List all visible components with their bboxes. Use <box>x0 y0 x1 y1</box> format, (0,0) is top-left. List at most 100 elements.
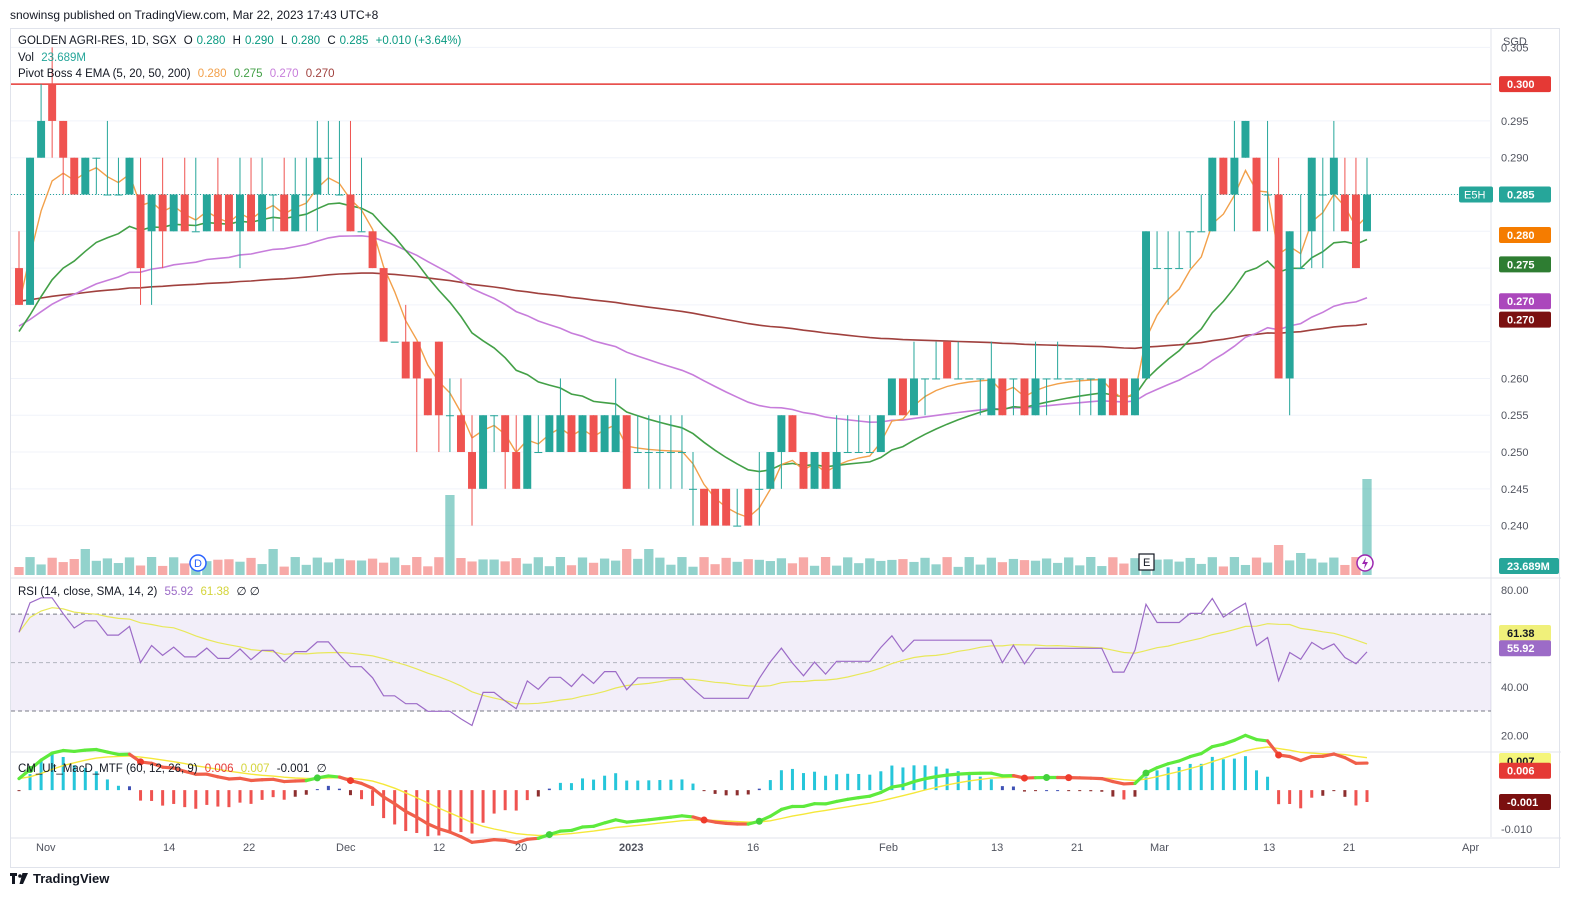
candle-body <box>611 415 620 453</box>
candle-body <box>1307 157 1316 232</box>
tradingview-logo-icon <box>10 872 28 884</box>
candle-body <box>313 157 322 195</box>
volume-bar <box>401 565 411 575</box>
candle-body <box>213 194 222 232</box>
macd-histogram-bar <box>194 790 198 809</box>
macd-histogram-bar <box>1056 790 1060 792</box>
volume-bar <box>378 562 389 575</box>
macd-label[interactable]: CM_Ult_MacD_MTF (60, 12, 26, 9) <box>18 763 198 775</box>
macd-histogram-bar <box>1144 777 1148 791</box>
macd-histogram-bar <box>724 790 728 796</box>
high-value: 0.290 <box>244 35 274 47</box>
macd-histogram-bar <box>337 788 341 791</box>
volume-bar <box>688 566 698 575</box>
macd-histogram-bar <box>28 774 32 791</box>
macd-histogram-bar <box>702 790 706 792</box>
macd-histogram-bar <box>1299 790 1303 809</box>
volume-bar <box>865 558 875 575</box>
candle-body <box>335 194 344 196</box>
macd-histogram-bar <box>1034 790 1038 792</box>
ema-label[interactable]: Pivot Boss 4 EMA (5, 20, 50, 200) <box>18 68 191 80</box>
macd-line-segment <box>249 778 264 783</box>
volume-bar <box>566 565 577 575</box>
candle-body <box>932 378 941 380</box>
ema5-price-label-box <box>1499 226 1551 243</box>
macd-histogram-bar <box>558 782 562 791</box>
macd-histogram-bar <box>1166 767 1170 791</box>
macd-histogram-bar <box>17 790 21 792</box>
macd-cross-dot <box>1020 774 1028 782</box>
candle-body <box>1219 157 1228 195</box>
macd-histogram-bar <box>525 790 529 801</box>
volume-bar <box>478 559 488 575</box>
macd-histogram-bar <box>569 783 573 791</box>
macd-histogram-bar <box>105 779 109 791</box>
macd-histogram-bar <box>1155 770 1159 791</box>
ema5-price-label: 0.280 <box>1507 230 1535 242</box>
macd-histogram-bar <box>1177 766 1181 791</box>
candle-body <box>1119 378 1128 416</box>
macd-histogram-bar <box>967 773 971 791</box>
volume-bar <box>975 564 985 575</box>
macd-histogram-bar <box>691 783 695 791</box>
candle-body <box>1318 194 1327 196</box>
macd-signal-line <box>18 746 1368 837</box>
macd-line-segment <box>183 769 198 776</box>
volume-bar <box>1030 560 1041 575</box>
macd-line-segment <box>1166 759 1181 766</box>
volume-legend: Vol 23.689M <box>18 52 90 64</box>
macd-histogram-bar <box>249 790 253 804</box>
candle-body <box>390 341 399 343</box>
macd-histogram-bar <box>890 765 894 791</box>
volume-bar <box>831 565 842 575</box>
volume-bar <box>102 558 113 575</box>
macd-histogram-bar <box>680 779 684 791</box>
volume-bar <box>489 559 499 575</box>
macd-histogram-bar <box>282 790 286 800</box>
volume-bar <box>599 558 610 575</box>
candle-body <box>1064 378 1073 380</box>
candle-body <box>423 378 432 416</box>
ema200-value: 0.270 <box>305 68 335 80</box>
candle-body <box>302 194 311 196</box>
currency-label: SGD <box>1503 36 1527 48</box>
footer-brand[interactable]: TradingView <box>10 871 109 886</box>
rsi-label[interactable]: RSI (14, close, SMA, 14, 2) <box>18 586 158 598</box>
volume-bar <box>677 557 687 575</box>
volume-bar <box>367 558 378 575</box>
macd-histogram-bar <box>592 779 596 791</box>
macd-cross-dot <box>700 816 708 824</box>
chart-container[interactable]: 0.305 0.295 0.290 0.280 0.270 0.260 0.255 0.250… <box>10 28 1561 869</box>
macd-line-segment <box>227 776 242 781</box>
candle-body <box>92 157 101 159</box>
candle-body <box>324 157 333 159</box>
candle-body <box>976 378 985 380</box>
macd-line-segment <box>514 837 529 845</box>
candle-body <box>456 415 465 453</box>
macd-line-segment <box>923 775 938 781</box>
volume-bar <box>323 562 334 575</box>
candle-body <box>854 452 863 454</box>
macd-line-segment <box>680 814 695 819</box>
candle-body <box>711 488 720 526</box>
volume-bar <box>843 557 853 575</box>
macd-line-segment <box>1188 751 1203 759</box>
volume-bar <box>1329 557 1339 575</box>
macd-line-segment <box>945 772 960 777</box>
candle-body <box>247 194 256 232</box>
volume-bar <box>467 561 477 575</box>
volume-bar <box>655 557 665 575</box>
volume-label[interactable]: Vol <box>18 52 34 64</box>
volume-bar <box>1196 563 1206 575</box>
price-tick-label: 0.290 <box>1501 153 1529 165</box>
macd-line-segment <box>172 766 187 773</box>
volume-bar <box>1152 559 1162 575</box>
symbol-label[interactable]: GOLDEN AGRI-RES, 1D, SGX <box>18 35 177 47</box>
chart-svg[interactable]: 0.305 0.295 0.290 0.280 0.270 0.260 0.255 0.250… <box>11 29 1561 869</box>
volume-bar <box>257 564 267 575</box>
rsi-value: 55.92 <box>164 586 194 598</box>
volume-bar <box>931 564 941 575</box>
macd-histogram-bar <box>1354 790 1358 806</box>
volume-bar <box>942 557 952 575</box>
macd-line-segment <box>359 781 375 790</box>
